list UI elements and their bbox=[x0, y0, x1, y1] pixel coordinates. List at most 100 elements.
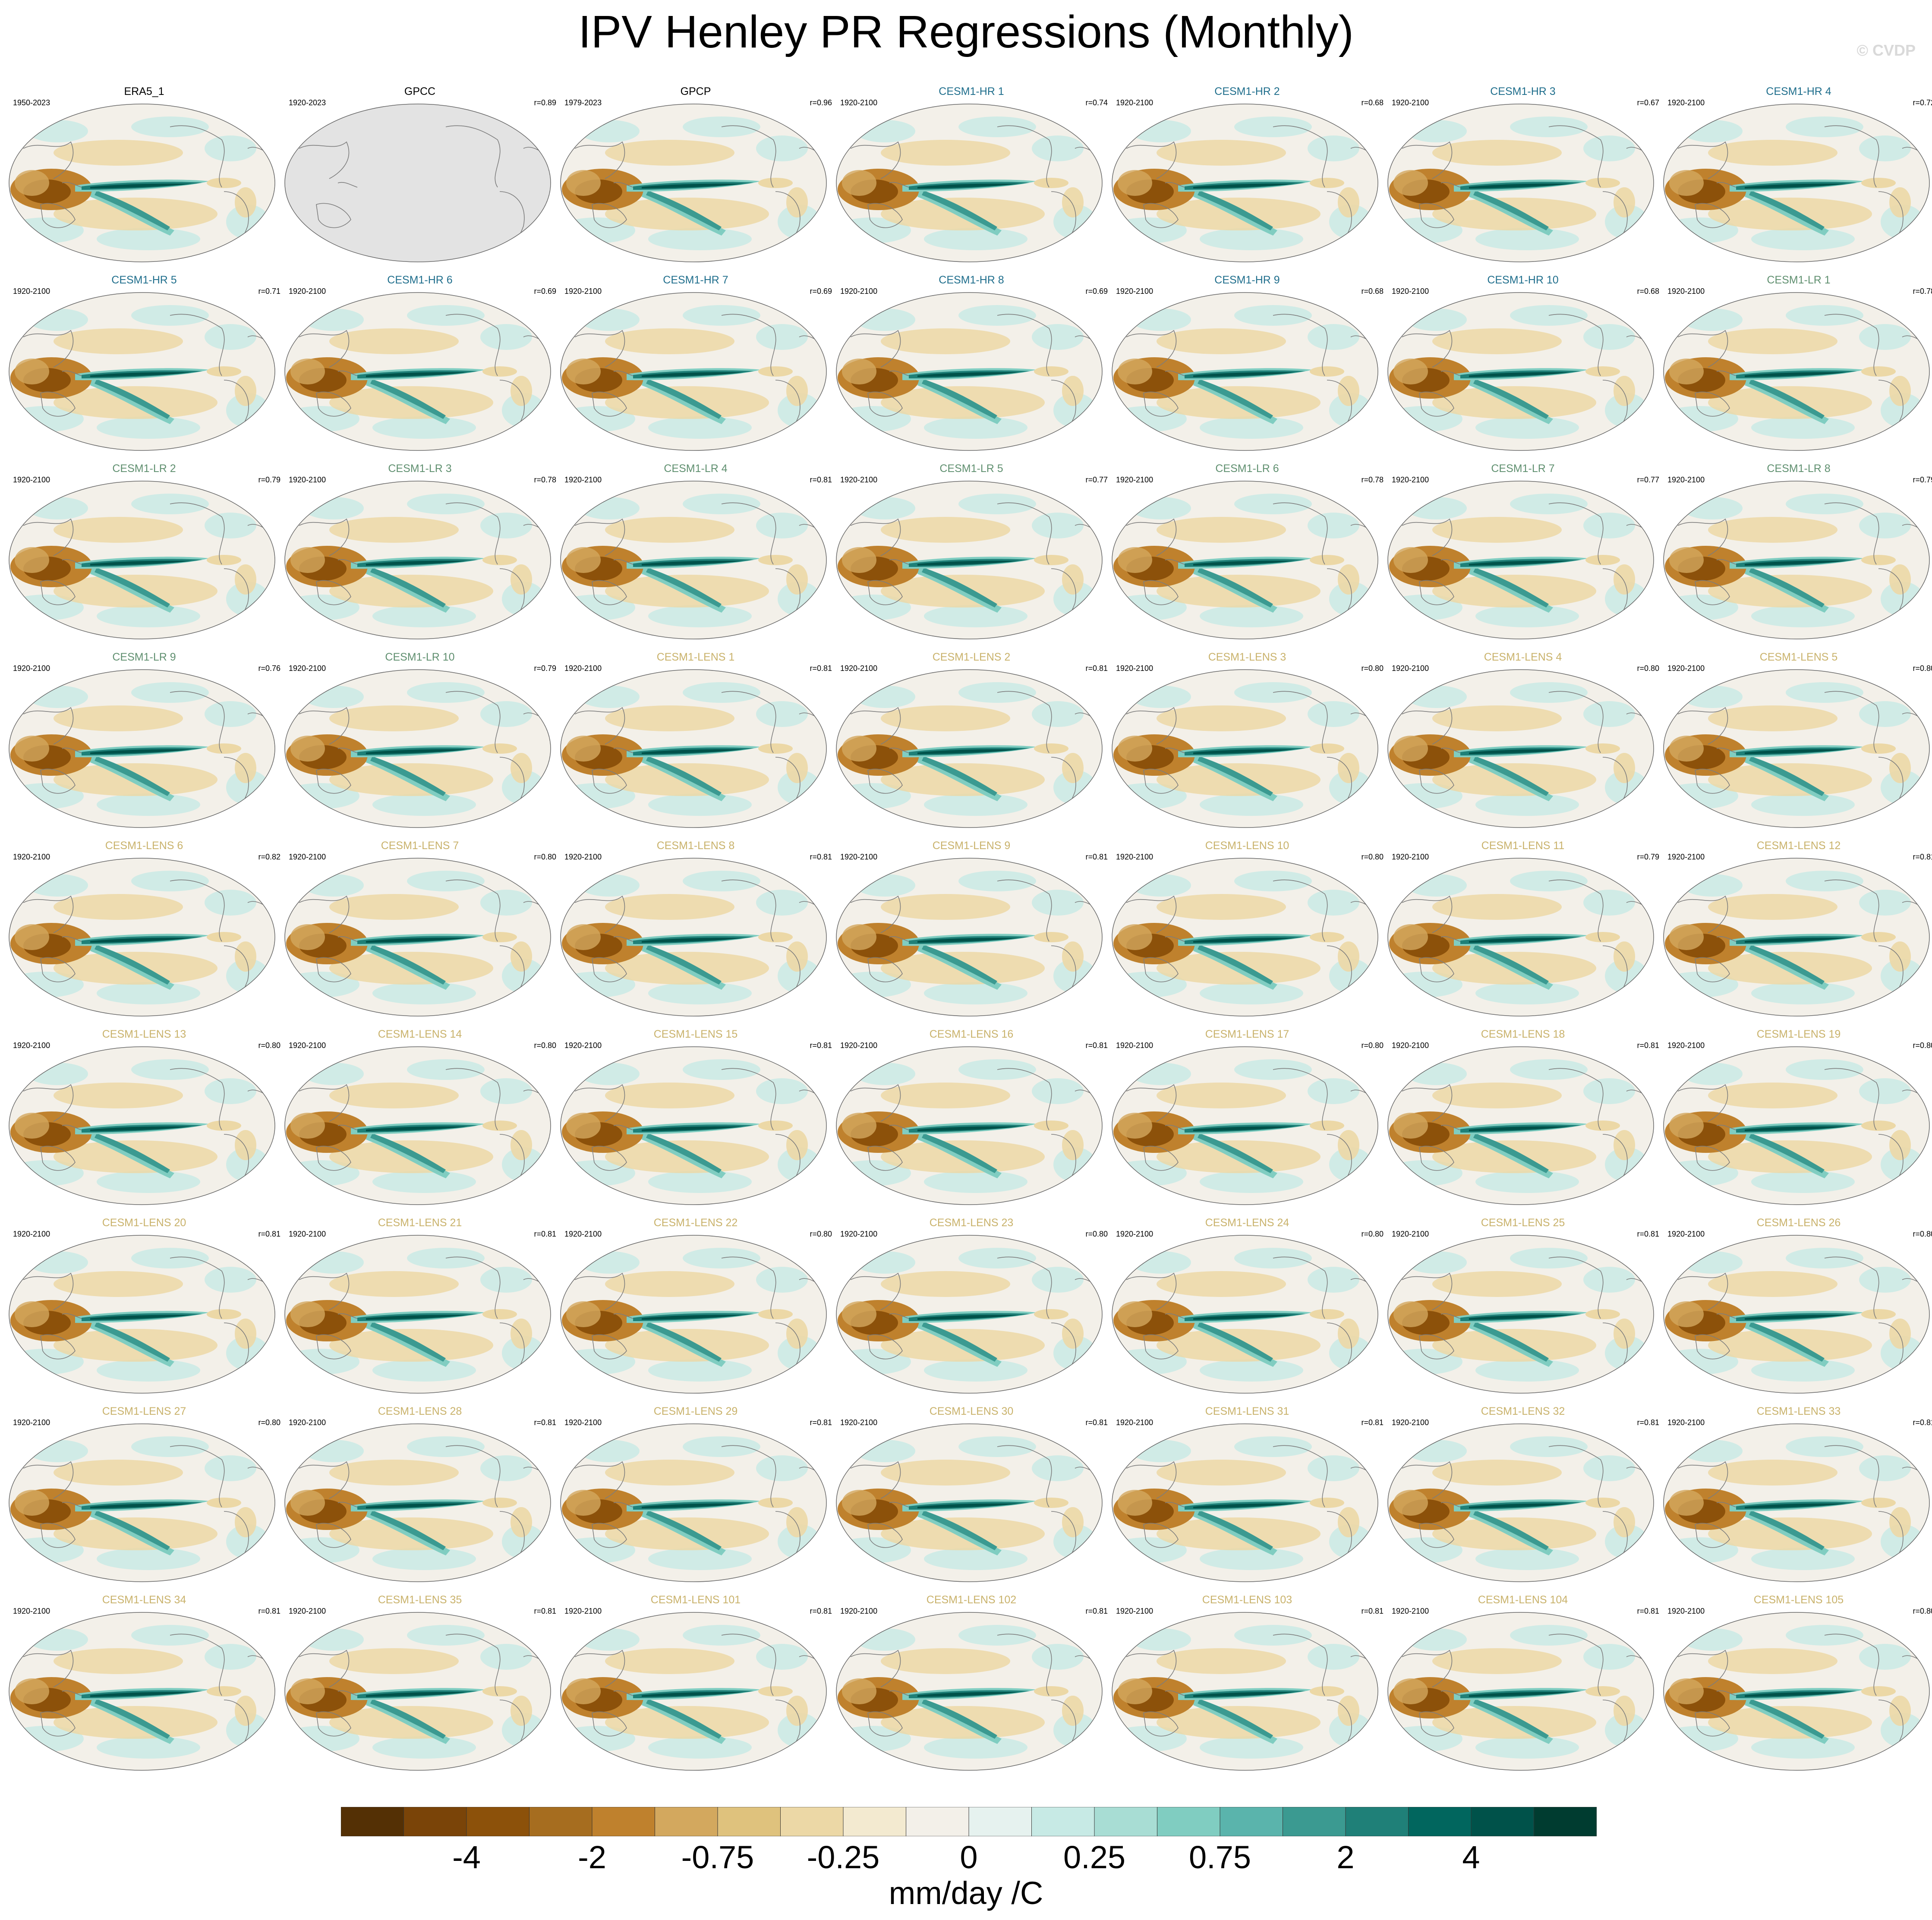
panel-years: 1920-2100 bbox=[564, 1607, 602, 1615]
colorbar-swatch bbox=[906, 1807, 969, 1836]
colorbar-swatch bbox=[403, 1807, 467, 1836]
panel-years: 1920-2100 bbox=[1392, 287, 1429, 296]
regression-map bbox=[836, 1612, 1103, 1771]
regression-map bbox=[836, 292, 1103, 451]
map-panel: CESM1-LENS 7 1920-2100 r=0.80 bbox=[282, 840, 558, 1029]
map-panel: CESM1-LENS 20 1920-2100 r=0.81 bbox=[6, 1217, 282, 1407]
regression-map bbox=[560, 481, 827, 639]
panel-years: 1920-2100 bbox=[564, 1041, 602, 1050]
regression-map bbox=[9, 292, 275, 451]
regression-map bbox=[1387, 1423, 1654, 1582]
panel-years: 1920-2100 bbox=[13, 1230, 50, 1238]
panel-pattern-correlation: r=0.68 bbox=[1361, 98, 1384, 107]
regression-map bbox=[1112, 1235, 1378, 1394]
regression-map bbox=[9, 1612, 275, 1771]
map-panel: CESM1-LENS 4 1920-2100 r=0.80 bbox=[1385, 651, 1661, 841]
panel-pattern-correlation: r=0.77 bbox=[1085, 475, 1108, 484]
panel-dataset-name: CESM1-LENS 19 bbox=[1756, 1028, 1841, 1040]
panel-dataset-name: CESM1-LENS 21 bbox=[378, 1217, 462, 1229]
colorbar-tick-label: -2 bbox=[578, 1839, 606, 1875]
regression-map bbox=[836, 481, 1103, 639]
panel-dataset-name: CESM1-HR 2 bbox=[1214, 85, 1280, 98]
map-panel: CESM1-LENS 101 1920-2100 r=0.81 bbox=[558, 1594, 834, 1784]
panel-dataset-name: CESM1-LR 2 bbox=[112, 463, 176, 475]
colorbar-swatch bbox=[1157, 1807, 1220, 1836]
panel-pattern-correlation: r=0.81 bbox=[810, 1607, 832, 1615]
panel-years: 1920-2100 bbox=[1667, 1418, 1705, 1427]
regression-map bbox=[9, 1046, 275, 1205]
panel-pattern-correlation: r=0.80 bbox=[1913, 1607, 1932, 1615]
panel-years: 1920-2100 bbox=[1667, 1041, 1705, 1050]
panel-pattern-correlation: r=0.81 bbox=[1637, 1418, 1659, 1427]
panel-dataset-name: CESM1-LENS 9 bbox=[932, 840, 1011, 852]
panel-years: 1920-2100 bbox=[1392, 475, 1429, 484]
regression-map bbox=[560, 1612, 827, 1771]
regression-map bbox=[1112, 669, 1378, 828]
panel-dataset-name: CESM1-HR 6 bbox=[387, 274, 453, 286]
regression-map bbox=[1387, 104, 1654, 262]
panel-years: 1920-2100 bbox=[840, 287, 878, 296]
panel-dataset-name: CESM1-LR 10 bbox=[385, 651, 455, 663]
regression-map bbox=[560, 1423, 827, 1582]
map-panel: CESM1-HR 7 1920-2100 r=0.69 bbox=[558, 274, 834, 464]
panel-years: 1920-2100 bbox=[289, 1041, 326, 1050]
map-panel: CESM1-LENS 102 1920-2100 r=0.81 bbox=[833, 1594, 1109, 1784]
colorbar-swatch bbox=[780, 1807, 844, 1836]
regression-map bbox=[560, 858, 827, 1017]
colorbar-swatch bbox=[1220, 1807, 1283, 1836]
panel-dataset-name: CESM1-LENS 35 bbox=[378, 1594, 462, 1606]
panel-pattern-correlation: r=0.80 bbox=[1913, 664, 1932, 673]
map-panel: CESM1-LENS 6 1920-2100 r=0.82 bbox=[6, 840, 282, 1029]
regression-map bbox=[1112, 292, 1378, 451]
map-panel: CESM1-LENS 26 1920-2100 r=0.80 bbox=[1661, 1217, 1932, 1407]
regression-map bbox=[9, 1235, 275, 1394]
panel-pattern-correlation: r=0.80 bbox=[1913, 1041, 1932, 1050]
panel-pattern-correlation: r=0.79 bbox=[534, 664, 556, 673]
panel-years: 1920-2100 bbox=[1392, 853, 1429, 861]
map-panel: CESM1-LENS 11 1920-2100 r=0.79 bbox=[1385, 840, 1661, 1029]
panel-years: 1920-2100 bbox=[1116, 1230, 1154, 1238]
panel-dataset-name: CESM1-LR 7 bbox=[1491, 463, 1555, 475]
panel-years: 1920-2100 bbox=[1667, 1230, 1705, 1238]
regression-map bbox=[9, 1423, 275, 1582]
panel-dataset-name: CESM1-LENS 16 bbox=[929, 1028, 1014, 1040]
panel-years: 1920-2100 bbox=[13, 287, 50, 296]
map-panel: CESM1-LENS 104 1920-2100 r=0.81 bbox=[1385, 1594, 1661, 1784]
panel-dataset-name: CESM1-LR 4 bbox=[664, 463, 728, 475]
map-panel: CESM1-LENS 29 1920-2100 r=0.81 bbox=[558, 1405, 834, 1595]
regression-map bbox=[1663, 481, 1930, 639]
colorbar-swatch bbox=[1408, 1807, 1472, 1836]
regression-map bbox=[1663, 1423, 1930, 1582]
panel-dataset-name: CESM1-LENS 15 bbox=[653, 1028, 738, 1040]
regression-map bbox=[1663, 858, 1930, 1017]
cvdp-watermark: © CVDP bbox=[1856, 41, 1916, 59]
regression-map bbox=[1663, 1612, 1930, 1771]
map-panel: CESM1-LENS 34 1920-2100 r=0.81 bbox=[6, 1594, 282, 1784]
map-panel: CESM1-LR 2 1920-2100 r=0.79 bbox=[6, 463, 282, 652]
regression-map bbox=[1387, 1046, 1654, 1205]
colorbar-swatch bbox=[341, 1807, 404, 1836]
colorbar bbox=[341, 1807, 1597, 1836]
regression-map bbox=[284, 292, 551, 451]
panel-dataset-name: CESM1-HR 5 bbox=[111, 274, 177, 286]
regression-map bbox=[284, 858, 551, 1017]
regression-map bbox=[1112, 481, 1378, 639]
map-panel: CESM1-LR 4 1920-2100 r=0.81 bbox=[558, 463, 834, 652]
panel-pattern-correlation: r=0.67 bbox=[1637, 98, 1659, 107]
panel-years: 1979-2023 bbox=[564, 98, 602, 107]
panel-pattern-correlation: r=0.81 bbox=[1637, 1230, 1659, 1238]
panel-years: 1920-2100 bbox=[564, 664, 602, 673]
regression-map bbox=[560, 669, 827, 828]
map-panel: CESM1-LR 10 1920-2100 r=0.79 bbox=[282, 651, 558, 841]
panel-years: 1920-2100 bbox=[564, 1230, 602, 1238]
panel-dataset-name: CESM1-HR 4 bbox=[1766, 85, 1831, 98]
panel-dataset-name: GPCP bbox=[680, 85, 711, 98]
map-panel: CESM1-LENS 31 1920-2100 r=0.81 bbox=[1109, 1405, 1385, 1595]
panel-pattern-correlation: r=0.79 bbox=[1913, 475, 1932, 484]
map-panel: CESM1-LENS 16 1920-2100 r=0.81 bbox=[833, 1028, 1109, 1218]
map-panel: CESM1-LENS 18 1920-2100 r=0.81 bbox=[1385, 1028, 1661, 1218]
panel-dataset-name: CESM1-LENS 23 bbox=[929, 1217, 1014, 1229]
colorbar-swatch bbox=[466, 1807, 529, 1836]
panel-pattern-correlation: r=0.81 bbox=[1637, 1607, 1659, 1615]
panel-years: 1920-2100 bbox=[1116, 1041, 1154, 1050]
